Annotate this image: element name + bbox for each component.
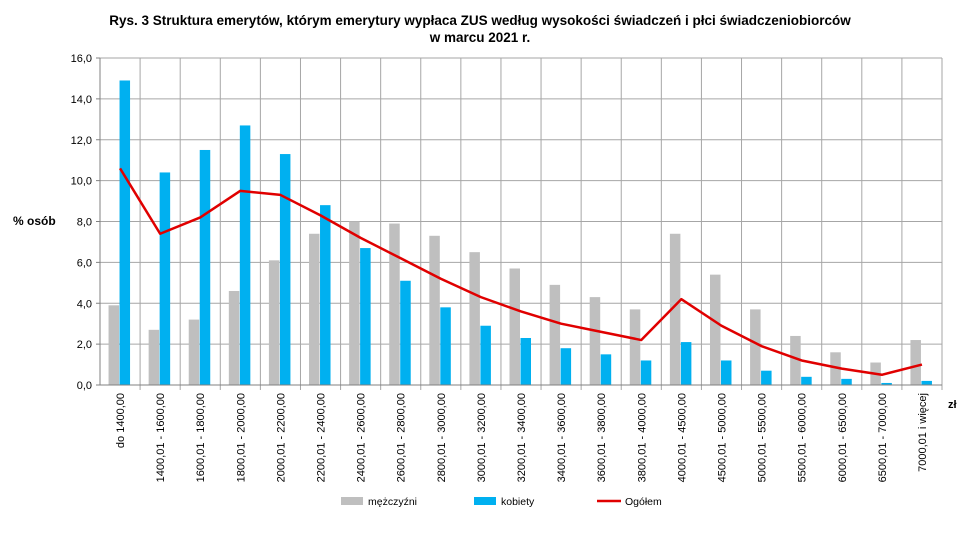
y-tick-label: 14,0 [71,94,92,106]
line-ogolem [118,167,923,377]
bar-kobiety [159,172,171,385]
x-tick-label: 3400,01 - 3600,00 [556,393,568,482]
bar-kobiety [520,337,531,385]
y-tick-label: 0,0 [77,380,92,392]
bar-kobiety [239,125,251,385]
bar-kobiety [279,154,291,385]
x-tick-label: 6500,01 - 7000,00 [877,393,889,482]
legend-label-kobiety: kobiety [501,496,535,508]
bar-mezczyzni [469,252,480,385]
y-tick-label: 4,0 [77,298,92,310]
y-tick-label: 8,0 [77,217,92,229]
bar-kobiety [680,342,692,385]
bar-kobiety [600,354,612,385]
x-tick-label: do 1400,00 [115,393,127,448]
y-tick-label: 2,0 [77,339,92,351]
y-axis-label: % osób [13,214,56,228]
x-tick-label: 5000,01 - 5500,00 [757,393,769,482]
bar-kobiety [801,376,812,385]
bar-kobiety [761,370,772,385]
chart-title-line-2: w marcu 2021 r. [429,30,531,45]
legend-swatch-mezczyzni [341,497,363,505]
x-tick-label: 4500,01 - 5000,00 [716,393,728,482]
legend-label-mezczyzni: mężczyźni [368,496,417,508]
bar-mezczyzni [709,274,721,385]
bar-mezczyzni [429,235,440,385]
bar-kobiety [119,80,131,385]
bar-kobiety [320,205,331,385]
bar-kobiety [841,378,852,385]
bar-mezczyzni [750,309,761,385]
bar-kobiety [640,360,652,385]
x-tick-label: 2600,01 - 2800,00 [396,393,408,482]
bar-mezczyzni [148,329,160,385]
x-tick-label: 2400,01 - 2600,00 [356,393,368,482]
bar-kobiety [199,149,211,385]
bar-mezczyzni [589,297,601,385]
x-tick-label: 6000,01 - 6500,00 [837,393,849,482]
x-tick-label: 3600,01 - 3800,00 [596,393,608,482]
bar-mezczyzni [910,340,921,385]
x-tick-label: 2800,01 - 3000,00 [436,393,448,482]
x-tick-label: 7000,01 i więcej [917,393,929,472]
x-tick-label: 5500,01 - 6000,00 [797,393,809,482]
y-tick-label: 16,0 [71,53,92,65]
x-tick-label: 2200,01 - 2400,00 [316,393,328,482]
bar-mezczyzni [108,305,120,385]
x-tick-label: 1600,01 - 1800,00 [195,393,207,482]
bar-kobiety [360,248,371,385]
chart-title: Rys. 3 Struktura emerytów, którym emeryt… [0,12,960,46]
legend-swatch-kobiety [474,497,496,505]
x-tick-label: 3000,01 - 3200,00 [476,393,488,482]
bar-mezczyzni [669,233,681,385]
bar-mezczyzni [549,284,561,385]
y-tick-label: 12,0 [71,135,92,147]
x-tick-label: 1800,01 - 2000,00 [235,393,247,482]
bar-kobiety [921,380,932,385]
bar-mezczyzni [309,233,320,385]
bar-mezczyzni [188,319,200,385]
bar-mezczyzni [349,221,360,385]
x-tick-label: 1400,01 - 1600,00 [155,393,167,482]
bar-mezczyzni [268,260,280,385]
bar-kobiety [440,307,451,385]
x-tick-label: 3800,01 - 4000,00 [636,393,648,482]
bar-kobiety [480,325,491,385]
bar-kobiety [560,348,572,385]
chart-title-line-1: Rys. 3 Struktura emerytów, którym emeryt… [109,13,851,28]
x-tick-label: 4000,01 - 4500,00 [676,393,688,482]
bar-mezczyzni [509,268,520,385]
bar-mezczyzni [790,335,801,385]
legend-label-ogolem: Ogółem [625,496,662,508]
x-tick-label: 3200,01 - 3400,00 [516,393,528,482]
bar-mezczyzni [629,309,641,385]
x-tick-label: 2000,01 - 2200,00 [275,393,287,482]
y-tick-label: 6,0 [77,257,92,269]
bar-mezczyzni [228,290,240,385]
y-tick-label: 10,0 [71,176,92,188]
bar-mezczyzni [389,223,400,385]
bar-kobiety [720,360,732,385]
bar-kobiety [400,280,411,385]
bar-kobiety [881,382,892,385]
x-axis-unit-label: zł [948,399,957,411]
